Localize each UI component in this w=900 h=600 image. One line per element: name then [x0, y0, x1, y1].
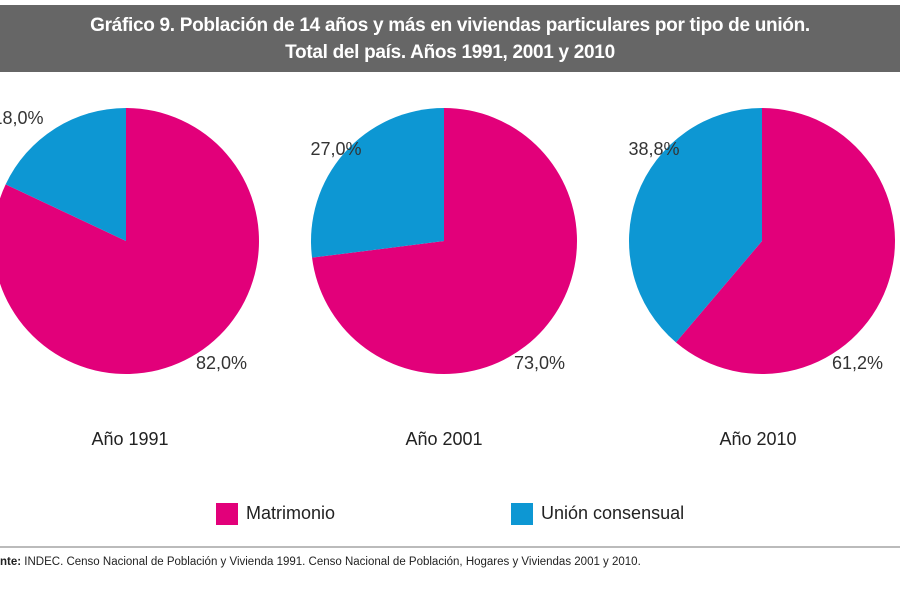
data-label-union-consensual: 18,0%: [0, 108, 44, 128]
data-label-matrimonio: 61,2%: [832, 353, 883, 373]
pie-slice-union-consensual: [311, 108, 444, 258]
pie-year-label: Año 2010: [719, 429, 796, 449]
pie-slice-union-consensual: [628, 108, 762, 343]
title-line-1: Gráfico 9. Población de 14 años y más en…: [90, 15, 810, 36]
title-line-2: Total del país. Años 1991, 2001 y 2010: [285, 42, 615, 63]
legend-swatch-matrimonio: [216, 503, 238, 525]
source-label: nte:: [0, 556, 22, 568]
data-label-union-consensual: 38,8%: [628, 139, 679, 159]
pie-year-label: Año 1991: [91, 429, 168, 449]
data-label-matrimonio: 73,0%: [514, 353, 565, 373]
divider: [0, 546, 900, 548]
pie-slice-matrimonio: [0, 108, 259, 374]
pie-charts: 82,0% 18,0% Año 1991 73,0% 27,0% Año 2001 61,2…: [0, 108, 895, 449]
data-label-matrimonio: 82,0%: [196, 353, 247, 373]
pie-slice-matrimonio: [312, 108, 577, 374]
legend-label-union-consensual: Unión consensual: [541, 503, 685, 523]
legend-label-matrimonio: Matrimonio: [246, 503, 336, 523]
legend-swatch-union-consensual: [511, 503, 533, 525]
pie-2: 73,0% 27,0% Año 2001: [310, 108, 577, 449]
pie-1: 82,0% 18,0% Año 1991: [0, 108, 259, 449]
source-text: INDEC. Censo Nacional de Población y Viv…: [21, 556, 641, 568]
chart-title: Gráfico 9. Población de 14 años y más en…: [0, 5, 900, 72]
data-label-union-consensual: 27,0%: [310, 139, 361, 159]
pie-3: 61,2% 38,8% Año 2010: [628, 108, 895, 449]
source-note: nte: INDEC. Censo Nacional de Población …: [0, 556, 641, 568]
pie-slice-matrimonio: [675, 108, 895, 374]
pie-slice-union-consensual: [5, 108, 126, 241]
pie-year-label: Año 2001: [405, 429, 482, 449]
